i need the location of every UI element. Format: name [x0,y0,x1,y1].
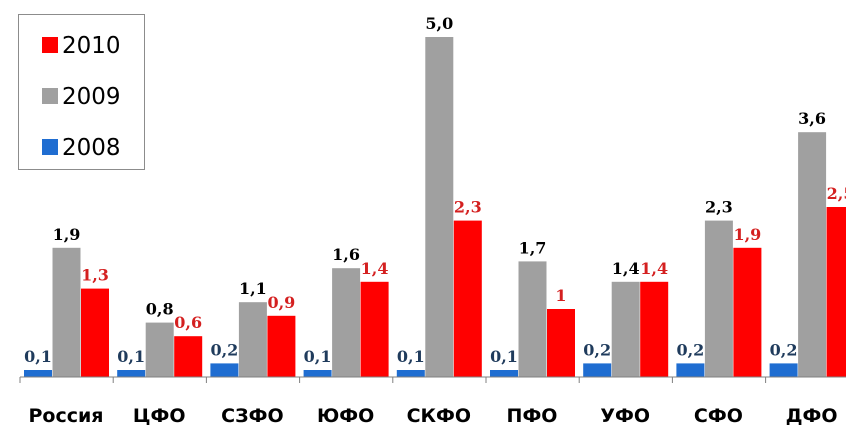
data-label-2010-ЦФО: 0,6 [174,313,202,332]
data-label-2010-СКФО: 2,3 [454,198,482,217]
data-label-2009-ЮФО: 1,6 [332,245,360,264]
legend-swatch-2010 [42,37,58,53]
legend-frame [18,14,145,170]
bar-2008-ПФО [490,370,518,377]
legend-label-2008: 2008 [62,135,121,161]
category-label: СЗФО [221,405,283,427]
bar-2009-ДФО [798,132,827,377]
data-label-2008-СЗФО: 0,2 [210,340,238,359]
bar-2008-ЮФО [303,370,332,377]
bar-2010-ПФО [547,309,575,377]
data-label-2009-ПФО: 1,7 [519,238,547,257]
data-label-2009-СФО: 2,3 [705,198,733,217]
legend-label-2009: 2009 [62,84,121,110]
data-label-2010-ЮФО: 1,4 [361,259,389,278]
bar-2010-ЦФО [174,336,203,377]
bar-2009-СЗФО [238,302,267,377]
data-label-2009-СКФО: 5,0 [425,14,453,33]
value-labels: 0,11,91,30,10,80,60,21,10,90,11,61,40,15… [24,14,846,366]
bar-2008-ДФО [769,363,798,377]
category-label: ЮФО [317,405,374,427]
bar-2010-СФО [733,247,762,377]
data-label-2010-ПФО: 1 [555,286,566,305]
data-label-2010-ДФО: 2,5 [827,184,846,203]
data-label-2009-Россия: 1,9 [53,225,81,244]
data-label-2010-Россия: 1,3 [81,266,109,285]
legend-label-2010: 2010 [62,33,121,59]
data-label-2009-СЗФО: 1,1 [239,279,267,298]
category-label: ПФО [507,405,558,427]
legend-swatch-2008 [42,139,58,155]
bar-2009-ЦФО [145,322,174,377]
bar-2010-СКФО [453,220,482,377]
bar-2010-СЗФО [267,315,296,377]
bar-2010-УФО [640,281,669,377]
data-label-2010-УФО: 1,4 [640,259,668,278]
bar-2009-СФО [704,220,733,377]
category-label: ДФО [786,405,838,427]
data-label-2008-ДФО: 0,2 [770,340,798,359]
bar-2008-СКФО [396,370,425,377]
legend: 2010 2009 2008 [18,14,145,170]
data-label-2010-СФО: 1,9 [733,225,761,244]
bars [24,37,846,377]
bar-2009-ПФО [518,261,547,377]
data-label-2008-ПФО: 0,1 [490,347,518,366]
category-label: УФО [600,405,650,427]
x-axis: Россия ЦФО СЗФО ЮФО СКФО ПФО УФО СФО ДФО [19,376,846,427]
bar-2009-СКФО [425,37,454,377]
bar-2010-ЮФО [360,281,389,377]
bar-2010-ДФО [826,207,846,377]
bar-2009-ЮФО [332,268,361,377]
bar-2008-УФО [583,363,612,377]
bar-2008-СФО [676,363,705,377]
bar-2010-Россия [81,288,109,377]
category-label: ЦФО [133,405,186,427]
bar-2008-СЗФО [210,363,239,377]
bar-2009-Россия [52,247,81,377]
data-label-2009-ЦФО: 0,8 [146,300,174,319]
bar-2008-ЦФО [117,370,146,377]
data-label-2008-УФО: 0,2 [583,340,611,359]
data-label-2009-УФО: 1,4 [612,259,640,278]
data-label-2008-ЦФО: 0,1 [117,347,145,366]
category-label: Россия [28,405,103,427]
bar-2008-Россия [24,370,52,377]
data-label-2009-ДФО: 3,6 [798,109,826,128]
data-label-2008-СКФО: 0,1 [397,347,425,366]
data-label-2008-СФО: 0,2 [676,340,704,359]
category-label: СКФО [407,405,471,427]
data-label-2008-ЮФО: 0,1 [304,347,332,366]
category-label: СФО [694,405,743,427]
bar-2009-УФО [611,281,640,377]
data-label-2008-Россия: 0,1 [24,347,52,366]
data-label-2010-СЗФО: 0,9 [267,293,295,312]
legend-swatch-2009 [42,88,58,104]
